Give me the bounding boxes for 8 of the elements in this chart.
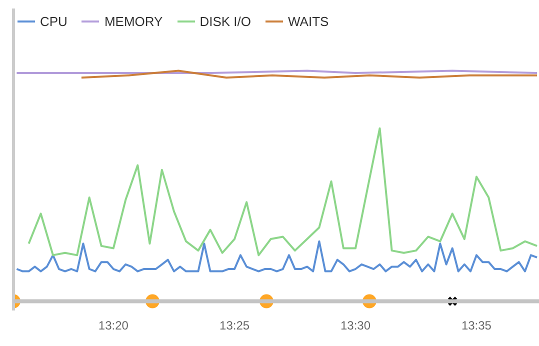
x-tick-label: 13:20 (98, 318, 129, 332)
legend-label: CPU (40, 14, 68, 28)
x-tick-label: 13:35 (461, 318, 492, 332)
x-tick-label: 13:25 (220, 318, 250, 332)
x-tick-label: 13:30 (340, 318, 371, 332)
legend-label: WAITS (288, 14, 329, 28)
legend-label: MEMORY (104, 14, 163, 28)
legend-label: DISK I/O (200, 14, 252, 28)
